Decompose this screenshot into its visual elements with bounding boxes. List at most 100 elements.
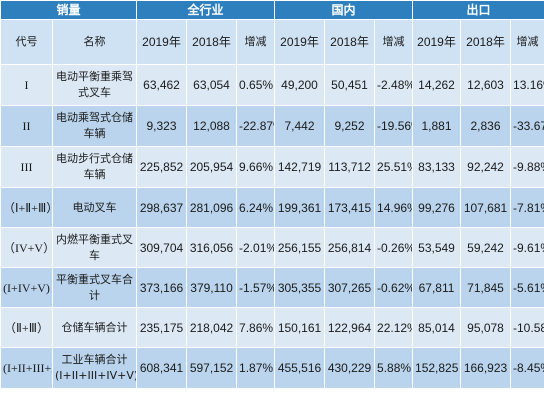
row-dom-change: -0.26% <box>374 227 414 268</box>
row-code: （IV+V） <box>0 227 53 268</box>
header-row: 销量 全行业 国内 出口 <box>0 0 544 20</box>
row-all-change: -1.57% <box>236 267 276 308</box>
row-all-2019: 373,166 <box>136 267 188 308</box>
row-code: (I+II+III+IV+V) <box>0 347 53 389</box>
row-name: 电动平衡重乘驾式叉车 <box>51 64 138 106</box>
row-dom-2019: 199,361 <box>274 187 326 228</box>
row-exp-change: -5.61% <box>510 267 544 308</box>
row-all-2019: 225,852 <box>136 146 188 188</box>
row-all-change: 6.24% <box>236 187 276 228</box>
row-all-2018: 63,054 <box>186 64 238 106</box>
row-name: 工业车辆合计(I+II+III+IV+V) <box>51 347 138 389</box>
col-all-change: 增减 <box>236 19 276 65</box>
row-dom-2018: 50,451 <box>324 64 376 106</box>
col-exp-2019: 2019年 <box>412 19 462 65</box>
row-exp-2019: 1,881 <box>412 105 462 147</box>
row-dom-change: 14.96% <box>374 187 414 228</box>
row-all-2018: 218,042 <box>186 307 238 348</box>
row-dom-2018: 430,229 <box>324 347 376 389</box>
row-exp-2018: 107,681 <box>460 187 512 228</box>
row-all-2019: 608,341 <box>136 347 188 389</box>
row-all-2019: 63,462 <box>136 64 188 106</box>
header-sales: 销量 <box>0 0 138 20</box>
col-dom-2019: 2019年 <box>274 19 326 65</box>
table-row: （Ⅱ+Ⅲ） 仓储车辆合计 235,175 218,042 7.86% 150,161 122… <box>0 307 544 348</box>
col-exp-change: 增减 <box>510 19 544 65</box>
row-dom-2018: 173,415 <box>324 187 376 228</box>
row-exp-change: 13.16% <box>510 64 544 106</box>
row-all-2018: 281,096 <box>186 187 238 228</box>
row-exp-2019: 53,549 <box>412 227 462 268</box>
row-exp-2019: 99,276 <box>412 187 462 228</box>
row-dom-change: 5.88% <box>374 347 414 389</box>
row-dom-2019: 150,161 <box>274 307 326 348</box>
col-all-2018: 2018年 <box>186 19 238 65</box>
row-dom-change: 22.12% <box>374 307 414 348</box>
col-all-2019: 2019年 <box>136 19 188 65</box>
row-dom-2018: 9,252 <box>324 105 376 147</box>
row-name: 电动步行式仓储车辆 <box>51 146 138 188</box>
row-dom-2018: 307,265 <box>324 267 376 308</box>
row-all-change: 7.86% <box>236 307 276 348</box>
table-row: （Ⅰ+Ⅱ+Ⅲ）电动叉车298,637281,0966.24%199,361173… <box>0 187 544 228</box>
row-dom-2019: 142,719 <box>274 146 326 188</box>
row-exp-2019: 83,133 <box>412 146 462 188</box>
row-dom-2018: 256,814 <box>324 227 376 268</box>
row-all-2018: 12,088 <box>186 105 238 147</box>
row-code: （Ⅰ+Ⅱ+Ⅲ） <box>0 187 53 228</box>
row-all-change: -22.87% <box>236 105 276 147</box>
header-domestic: 国内 <box>274 0 414 20</box>
col-code: 代号 <box>0 19 53 65</box>
row-all-2019: 298,637 <box>136 187 188 228</box>
row-exp-2018: 166,923 <box>460 347 512 389</box>
row-dom-change: -2.48% <box>374 64 414 106</box>
row-all-change: 0.65% <box>236 64 276 106</box>
row-exp-2018: 95,078 <box>460 307 512 348</box>
row-exp-2018: 92,242 <box>460 146 512 188</box>
row-dom-2018: 113,712 <box>324 146 376 188</box>
row-all-2019: 235,175 <box>136 307 188 348</box>
header-export: 出口 <box>412 0 544 20</box>
table-row: III 电动步行式仓储车辆 225,852 205,954 9.66% 142,719 11… <box>0 146 544 188</box>
row-exp-change: -8.45% <box>510 347 544 389</box>
table-row: （IV+V） 内燃平衡重式叉车 309,704 316,056 -2.01% 256,15… <box>0 227 544 268</box>
table-row: (I+IV+V) 平衡重式叉车合计 373,166 379,110 -1.57% 305,… <box>0 267 544 308</box>
row-all-2019: 309,704 <box>136 227 188 268</box>
row-dom-2019: 256,155 <box>274 227 326 268</box>
col-dom-2018: 2018年 <box>324 19 376 65</box>
row-name: 平衡重式叉车合计 <box>51 267 138 308</box>
table-row: II电动乘驾式仓储车辆9,32312,088-22.87%7,4429,252-… <box>0 105 544 147</box>
row-exp-change: -33.67% <box>510 105 544 147</box>
row-dom-change: 25.51% <box>374 146 414 188</box>
col-dom-change: 增减 <box>374 19 414 65</box>
row-dom-2019: 7,442 <box>274 105 326 147</box>
row-exp-2019: 152,825 <box>412 347 462 389</box>
row-exp-2019: 14,262 <box>412 64 462 106</box>
row-all-change: 1.87% <box>236 347 276 389</box>
row-code: I <box>0 64 53 106</box>
row-name: 电动叉车 <box>51 187 138 228</box>
col-name: 名称 <box>51 19 138 65</box>
row-dom-2019: 305,355 <box>274 267 326 308</box>
table-row: (I+II+III+IV+V)工业车辆合计(I+II+III+IV+V)608,… <box>0 347 544 389</box>
sales-table: 销量 全行业 国内 出口 代号 名称 2019年 2018年 增减 2019年 … <box>0 0 544 389</box>
row-name: 内燃平衡重式叉车 <box>51 227 138 268</box>
row-dom-2019: 49,200 <box>274 64 326 106</box>
row-code: （Ⅱ+Ⅲ） <box>0 307 53 348</box>
row-code: II <box>0 105 53 147</box>
row-exp-change: -7.81% <box>510 187 544 228</box>
row-exp-change: -9.61% <box>510 227 544 268</box>
row-all-2018: 205,954 <box>186 146 238 188</box>
col-exp-2018: 2018年 <box>460 19 512 65</box>
row-exp-change: -9.88% <box>510 146 544 188</box>
row-exp-2018: 71,845 <box>460 267 512 308</box>
row-exp-2018: 12,603 <box>460 64 512 106</box>
header-all-industry: 全行业 <box>136 0 276 20</box>
row-all-change: -2.01% <box>236 227 276 268</box>
row-name: 电动乘驾式仓储车辆 <box>51 105 138 147</box>
table-body: I 电动平衡重乘驾式叉车 63,462 63,054 0.65% 49,200 50,451… <box>0 64 544 389</box>
row-dom-2019: 455,516 <box>274 347 326 389</box>
row-all-2018: 379,110 <box>186 267 238 308</box>
row-dom-2018: 122,964 <box>324 307 376 348</box>
row-exp-2018: 2,836 <box>460 105 512 147</box>
